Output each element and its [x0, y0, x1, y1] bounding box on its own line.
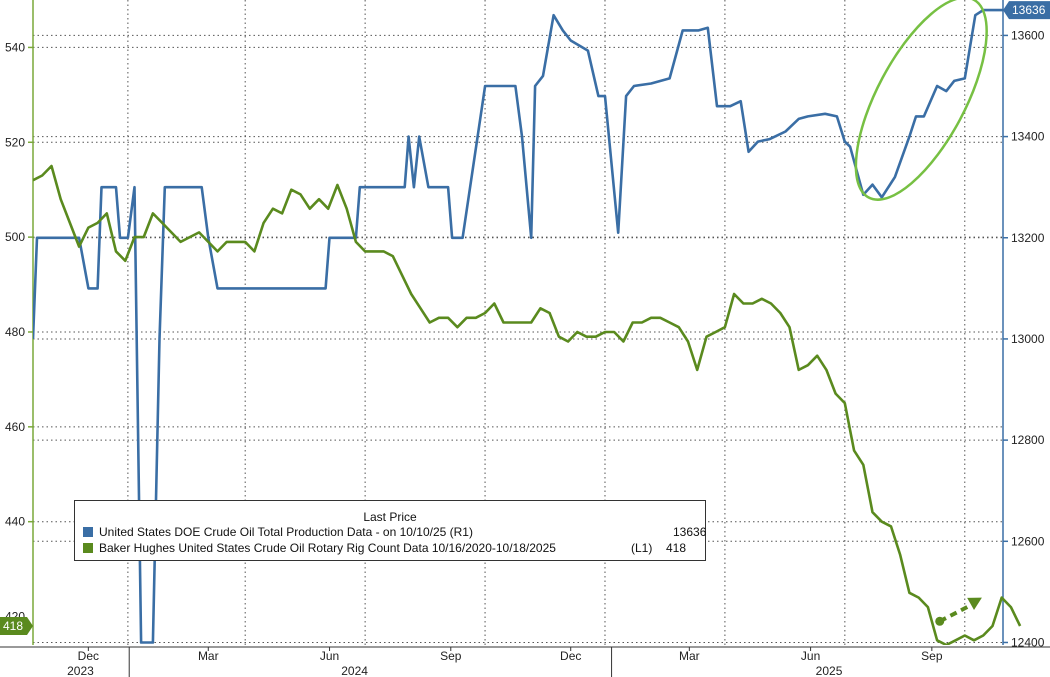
tick-label-right-13600: 13600: [1011, 28, 1045, 42]
legend-title: Last Price: [363, 510, 417, 524]
tick-label-left-540: 540: [5, 40, 25, 54]
tick-label-left-500: 500: [5, 230, 25, 244]
last-value-label-left: 418: [3, 619, 23, 633]
x-tick-label-7: Sep: [921, 649, 943, 663]
tick-label-left-480: 480: [5, 325, 25, 339]
legend-swatch-rigcount: [83, 543, 93, 553]
series: [33, 8, 1022, 645]
tick-label-right-13400: 13400: [1011, 130, 1045, 144]
tick-label-left-520: 520: [5, 135, 25, 149]
x-tick-label-3: Sep: [440, 649, 462, 663]
series-line-rig-count: [33, 164, 1022, 645]
tick-label-right-12600: 12600: [1011, 534, 1045, 548]
annotation-arrow-head: [967, 597, 982, 611]
legend-entry-rigcount: Baker Hughes United States Crude Oil Rot…: [83, 540, 705, 556]
tick-label-right-12400: 12400: [1011, 635, 1045, 649]
tick-label-right-12800: 12800: [1011, 433, 1045, 447]
tick-label-left-460: 460: [5, 420, 25, 434]
x-tick-label-4: Dec: [560, 649, 581, 663]
year-label-1: 2024: [341, 664, 368, 677]
annotation-ellipse: [854, 0, 988, 201]
year-label-2: 2025: [816, 664, 843, 677]
last-value-label-right: 13636: [1012, 3, 1046, 17]
annotations: [854, 0, 988, 626]
legend: Last Price United States DOE Crude Oil T…: [74, 500, 706, 561]
legend-value-rigcount: 418: [666, 541, 687, 555]
x-tick-label-1: Mar: [198, 649, 219, 663]
last-value-tag-right: [1003, 1, 1050, 20]
legend-swatch-production: [83, 527, 93, 537]
series-line-production: [33, 8, 1003, 644]
tick-label-left-440: 440: [5, 515, 25, 529]
last-value-tag-left: [0, 617, 33, 636]
annotation-arrow-shaft: [938, 601, 975, 624]
legend-label-production: United States DOE Crude Oil Total Produc…: [99, 525, 473, 539]
tick-label-right-13000: 13000: [1011, 332, 1045, 346]
tick-label-right-13200: 13200: [1011, 231, 1045, 245]
legend-entry-production: United States DOE Crude Oil Total Produc…: [83, 524, 707, 540]
legend-tag-rigcount: (L1): [631, 541, 653, 555]
x-tick-label-2: Jun: [320, 649, 339, 663]
x-tick-label-5: Mar: [679, 649, 700, 663]
legend-label-rigcount: Baker Hughes United States Crude Oil Rot…: [99, 541, 556, 555]
x-tick-label-6: Jun: [801, 649, 820, 663]
year-label-0: 2023: [67, 664, 94, 677]
x-tick-label-0: Dec: [78, 649, 99, 663]
legend-value-production: 13636: [673, 525, 707, 539]
